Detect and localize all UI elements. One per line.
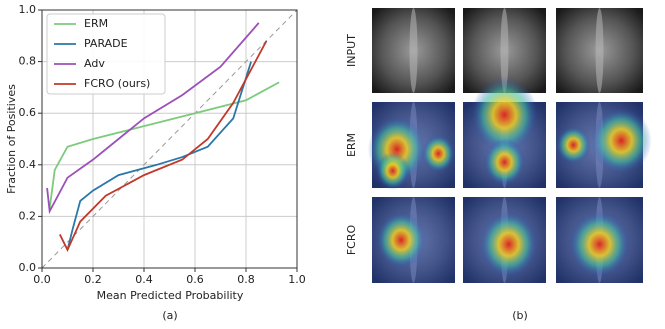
heatmap-blob bbox=[471, 77, 538, 153]
legend-label: Adv bbox=[84, 57, 105, 70]
series-line bbox=[48, 81, 280, 209]
x-tick-label: 0.0 bbox=[33, 273, 51, 286]
y-tick-label: 0.2 bbox=[19, 209, 37, 222]
x-tick-label: 1.0 bbox=[288, 273, 306, 286]
heatmap-blob bbox=[376, 211, 426, 269]
series-line bbox=[59, 40, 268, 253]
heatmap-blob bbox=[483, 138, 526, 186]
series-line bbox=[66, 61, 252, 251]
reference-diagonal bbox=[41, 9, 298, 269]
spine bbox=[409, 8, 418, 93]
row-label: ERM bbox=[345, 133, 358, 157]
series-line bbox=[46, 22, 260, 215]
y-tick-label: 0.8 bbox=[19, 55, 37, 68]
x-axis-label: Mean Predicted Probability bbox=[97, 289, 244, 302]
heatmap-blob bbox=[479, 211, 538, 278]
image-grid: INPUT ERM FCRO bbox=[345, 8, 652, 283]
caption: (b) bbox=[512, 309, 528, 322]
legend-label: PARADE bbox=[84, 37, 128, 50]
y-axis-label: Fraction of Positives bbox=[5, 84, 18, 194]
heatmap-blob bbox=[569, 211, 630, 278]
heatmap-blob bbox=[421, 134, 455, 173]
heatmap-blob bbox=[556, 126, 591, 164]
y-tick-label: 1.0 bbox=[19, 3, 37, 16]
heatmap-blob bbox=[590, 107, 652, 174]
x-tick-label: 0.8 bbox=[237, 273, 255, 286]
plot-frame bbox=[41, 9, 298, 269]
spine bbox=[595, 8, 604, 93]
y-tick-label: 0.4 bbox=[19, 158, 37, 171]
x-tick-label: 0.2 bbox=[84, 273, 102, 286]
heatmap-blob bbox=[376, 151, 410, 190]
row-label: INPUT bbox=[345, 34, 358, 67]
y-tick-label: 0.0 bbox=[19, 261, 37, 274]
spine bbox=[500, 8, 509, 93]
row-label: FCRO bbox=[345, 225, 358, 256]
legend-box bbox=[46, 13, 166, 95]
legend-label: ERM bbox=[84, 17, 108, 30]
x-tick-label: 0.4 bbox=[135, 273, 153, 286]
x-tick-label: 0.6 bbox=[186, 273, 204, 286]
caption: (a) bbox=[162, 309, 177, 322]
legend-label: FCRO (ours) bbox=[84, 77, 150, 90]
y-tick-label: 0.6 bbox=[19, 106, 37, 119]
